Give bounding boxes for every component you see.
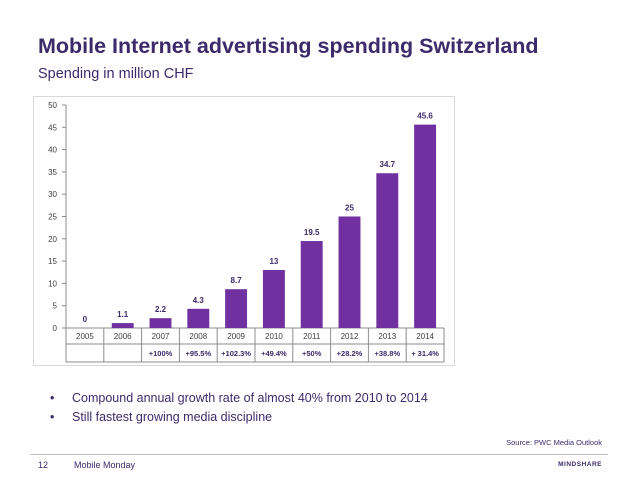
bullet-item: Still fastest growing media discipline	[50, 408, 428, 427]
bar	[414, 124, 437, 329]
y-tick-label: 40	[48, 146, 57, 155]
bar	[262, 270, 285, 328]
growth-label: +50%	[302, 349, 322, 358]
brand-logo: MINDSHARE	[558, 461, 602, 468]
data-label: 8.7	[231, 276, 243, 285]
bar	[187, 308, 210, 328]
x-tick-label: 2012	[341, 332, 359, 341]
bar-chart: 0 5 10 15 20 25 30 35 40 45 50 0 2005 1.1 2006 2.2 2007 +…	[48, 101, 445, 363]
x-tick-label: 2011	[303, 332, 321, 341]
bar	[111, 323, 134, 328]
data-label: 34.7	[380, 160, 396, 169]
data-label: 1.1	[117, 310, 129, 319]
bar	[376, 173, 399, 328]
bar	[338, 216, 361, 328]
bar	[225, 289, 248, 328]
page-number: 12	[38, 460, 49, 470]
data-label: 13	[269, 257, 278, 266]
x-tick-label: 2013	[378, 332, 396, 341]
slide-title: Mobile Internet advertising spending Swi…	[38, 34, 539, 58]
data-label: 0	[83, 315, 88, 324]
x-tick-label: 2014	[416, 332, 434, 341]
slide-subtitle: Spending in million CHF	[38, 66, 194, 82]
growth-label: +49.4%	[261, 349, 287, 358]
growth-label: +100%	[149, 349, 173, 358]
y-tick-label: 35	[48, 168, 57, 177]
x-tick-label: 2008	[189, 332, 207, 341]
growth-label: +38.8%	[374, 349, 400, 358]
y-tick-label: 20	[48, 235, 57, 244]
x-tick-label: 2009	[227, 332, 245, 341]
y-tick-label: 25	[48, 213, 57, 222]
source-note: Source: PWC Media Outlook	[506, 438, 602, 447]
growth-label: +95.5%	[185, 349, 211, 358]
footer-divider	[30, 454, 608, 455]
bullet-list: Compound annual growth rate of almost 40…	[50, 389, 428, 427]
growth-label: +28.2%	[337, 349, 363, 358]
chart-container: 0 5 10 15 20 25 30 35 40 45 50 0 2005 1.1 2006 2.2 2007 +…	[33, 96, 455, 366]
y-tick-label: 30	[48, 190, 57, 199]
x-tick-label: 2010	[265, 332, 283, 341]
footer-label: Mobile Monday	[74, 460, 136, 470]
growth-label: +102.3%	[221, 349, 251, 358]
data-label: 45.6	[417, 112, 433, 121]
bullet-item: Compound annual growth rate of almost 40…	[50, 389, 428, 408]
x-tick-label: 2006	[114, 332, 132, 341]
x-tick-label: 2005	[76, 332, 94, 341]
y-tick-label: 50	[48, 101, 57, 110]
y-tick-label: 5	[53, 302, 58, 311]
data-label: 4.3	[193, 296, 205, 305]
bar	[149, 318, 172, 328]
y-tick-label: 45	[48, 123, 57, 132]
data-label: 19.5	[304, 228, 320, 237]
data-label: 2.2	[155, 305, 167, 314]
x-tick-label: 2007	[152, 332, 170, 341]
growth-label: + 31.4%	[411, 349, 439, 358]
y-tick-label: 10	[48, 279, 57, 288]
y-tick-label: 0	[53, 324, 58, 333]
y-tick-label: 15	[48, 257, 57, 266]
bar	[300, 241, 323, 328]
data-label: 25	[345, 204, 354, 213]
